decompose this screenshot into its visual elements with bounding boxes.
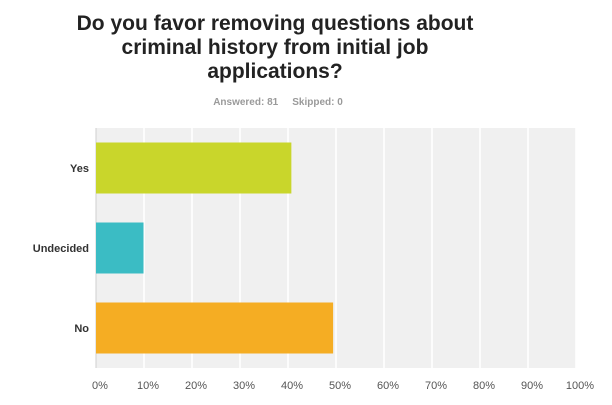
x-tick-label: 50% bbox=[329, 380, 351, 392]
bars bbox=[96, 142, 334, 354]
bar-no bbox=[96, 302, 334, 354]
bar-yes bbox=[96, 142, 292, 194]
category-label: No bbox=[74, 323, 89, 335]
category-labels: Yes Undecided No bbox=[33, 163, 90, 335]
answered-count: Answered: 81 bbox=[213, 97, 279, 108]
response-stats: Answered: 81 Skipped: 0 bbox=[0, 97, 556, 108]
x-tick-label: 30% bbox=[233, 380, 255, 392]
skipped-count: Skipped: 0 bbox=[292, 97, 343, 108]
x-tick-label: 60% bbox=[377, 380, 399, 392]
category-label: Yes bbox=[70, 163, 89, 175]
x-tick-label: 40% bbox=[281, 380, 303, 392]
x-tick-label: 100% bbox=[566, 380, 594, 392]
x-axis-ticks: 0% 10% 20% 30% 40% 50% 60% 70% 80% 90% 100% bbox=[92, 380, 594, 392]
bar-undecided bbox=[96, 222, 144, 274]
x-tick-label: 20% bbox=[185, 380, 207, 392]
x-tick-label: 80% bbox=[473, 380, 495, 392]
chart-title: Do you favor removing questions about cr… bbox=[76, 12, 474, 83]
x-tick-label: 0% bbox=[92, 380, 108, 392]
x-tick-label: 70% bbox=[425, 380, 447, 392]
category-label: Undecided bbox=[33, 243, 89, 255]
x-tick-label: 10% bbox=[137, 380, 159, 392]
x-tick-label: 90% bbox=[521, 380, 543, 392]
